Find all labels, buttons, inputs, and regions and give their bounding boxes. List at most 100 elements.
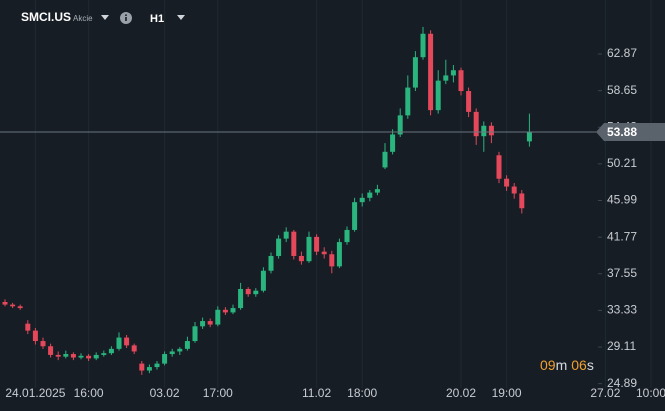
candle-body: [412, 57, 418, 88]
y-tick-label: 41.77: [607, 229, 637, 243]
candle-body: [169, 351, 175, 355]
candle-body: [450, 70, 456, 76]
candle-body: [397, 115, 403, 135]
candle-body: [25, 323, 31, 331]
candle-body: [390, 134, 396, 152]
candle-body: [124, 337, 130, 346]
candle-body: [222, 309, 228, 313]
timeframe-dropdown[interactable]: [177, 15, 185, 20]
x-tick-label: 03.02: [150, 386, 180, 400]
candle-body: [374, 189, 380, 193]
candle-body: [177, 348, 183, 352]
candle-body: [314, 236, 320, 252]
candle-body: [78, 355, 84, 358]
candle-body: [359, 197, 365, 203]
info-icon-stem: [125, 17, 127, 21]
candle-body: [473, 111, 479, 137]
x-tick-label: 24.01.2025: [5, 386, 65, 400]
countdown: 09m 06s: [540, 357, 594, 373]
candle-body: [291, 231, 297, 256]
candle-body: [108, 348, 114, 354]
y-tick-label: 24.89: [607, 376, 637, 390]
last-price-label: 53.88: [607, 125, 637, 139]
candle-body: [70, 354, 76, 358]
candle-body: [86, 355, 92, 359]
countdown-minutes-unit: m: [556, 357, 568, 373]
x-tick-label: 17:00: [203, 386, 233, 400]
x-tick-label: 16:00: [74, 386, 104, 400]
candle-body: [344, 229, 350, 243]
candle-body: [511, 186, 517, 194]
candle-body: [519, 193, 525, 209]
x-tick-label: 11.02: [302, 386, 331, 400]
candle-body: [466, 91, 472, 112]
candle-body: [93, 354, 99, 359]
candle-body: [162, 354, 168, 364]
candle-body: [230, 308, 236, 313]
candle-body: [329, 254, 335, 267]
candle-body: [154, 363, 160, 368]
candle-body: [352, 202, 358, 230]
timeframe[interactable]: H1: [150, 13, 164, 25]
x-tick-label: 10:00: [636, 386, 665, 400]
countdown-seconds-unit: s: [587, 357, 594, 373]
y-tick-label: 33.33: [607, 303, 637, 317]
last-price-label-box: [596, 123, 665, 142]
candle-body: [63, 354, 69, 357]
candle-body: [17, 306, 23, 309]
candle-body: [260, 270, 266, 291]
y-tick-label: 50.21: [607, 156, 637, 170]
candle-body: [283, 231, 289, 239]
y-tick-label: 58.65: [607, 83, 637, 97]
overlay: 24.01.2025 16:00 03.02 17:00 11.02 18:00 20.02…: [0, 46, 665, 400]
countdown-seconds: 06: [571, 357, 587, 373]
y-tick-label: 62.87: [607, 46, 637, 60]
candle-body: [48, 346, 54, 355]
candle-body: [139, 363, 145, 371]
candle-body: [488, 125, 494, 136]
candle-body: [458, 70, 464, 92]
x-tick-label: 27.02: [590, 386, 620, 400]
candles: [2, 26, 532, 375]
symbol[interactable]: SMCI.US: [21, 10, 71, 24]
candle-body: [40, 341, 46, 347]
candle-body: [131, 345, 137, 352]
candle-body: [200, 321, 206, 327]
candle-body: [55, 354, 61, 357]
candle-body: [253, 290, 259, 295]
y-tick-label: 37.55: [607, 266, 637, 280]
candle-body: [405, 87, 411, 116]
candle-body: [496, 155, 502, 179]
candle-body: [215, 309, 221, 325]
candle-body: [146, 367, 152, 371]
candle-body: [504, 178, 510, 187]
x-tick-label: 18:00: [347, 386, 377, 400]
candle-body: [268, 255, 274, 271]
candle-body: [32, 330, 38, 342]
candle-body: [306, 236, 312, 262]
candle-body: [276, 238, 282, 256]
candle-body: [10, 304, 16, 307]
y-tick-label: 45.99: [607, 193, 637, 207]
candle-body: [2, 301, 8, 305]
candle-body: [101, 353, 107, 355]
candle-body: [382, 151, 388, 168]
candle-body: [321, 251, 327, 255]
candle-body: [298, 255, 304, 262]
candle-body: [245, 288, 251, 295]
x-tick-label: 19:00: [492, 386, 522, 400]
candle-body: [428, 33, 434, 111]
candle-body: [336, 242, 342, 267]
candle-body: [192, 326, 198, 342]
candle-body: [443, 75, 449, 81]
candle-body: [207, 321, 213, 325]
info-icon-dot: [125, 14, 127, 16]
y-tick-label: 29.11: [607, 339, 636, 353]
candle-body: [184, 341, 190, 349]
candle-body: [116, 337, 122, 349]
candle-body: [238, 288, 244, 309]
candle-body: [526, 132, 532, 142]
symbol-dropdown[interactable]: [101, 15, 109, 20]
